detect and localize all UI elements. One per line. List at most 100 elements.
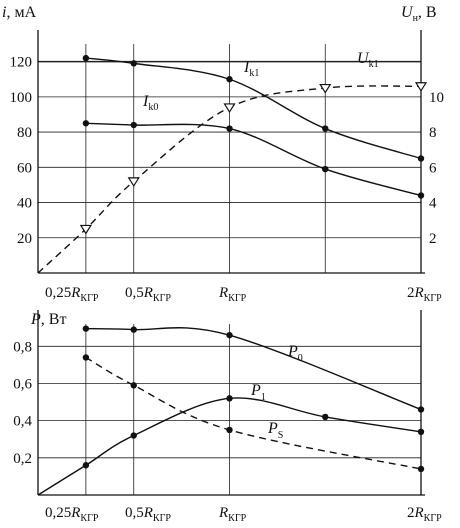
series-label-ik1-symbol: I — [243, 59, 250, 76]
top-x-tick-05-r: R — [143, 285, 153, 301]
bottom-series-line-p0 — [85, 327, 422, 411]
series-label-p1: P1 — [250, 382, 266, 403]
series-label-ps-sub: S — [278, 430, 284, 441]
top-y-axis-symbol: i — [2, 4, 6, 21]
top-x-tick-05: 0,5RКГР — [125, 285, 171, 304]
series-label-p0-symbol: P — [287, 343, 298, 360]
top-y2-tick-label-3: 8 — [429, 125, 437, 141]
bottom-marker-p0-0 — [82, 325, 90, 332]
top-marker-uk1-4 — [319, 83, 332, 94]
bottom-y-tick-label-1: 0,4 — [13, 414, 32, 430]
series-layer — [37, 54, 428, 496]
bottom-x-tick-025-sub: КГР — [80, 513, 98, 523]
top-y2-tick-label-4: 10 — [429, 90, 444, 106]
top-x-tick-1-r: R — [218, 285, 228, 301]
bottom-marker-p1-4 — [322, 413, 329, 421]
top-marker-uk1-2 — [127, 177, 140, 188]
bottom-x-tick-025-coef: 0,25 — [45, 505, 71, 521]
bottom-x-tick-05-coef: 0,5 — [125, 505, 144, 521]
bottom-x-tick-05: 0,5RКГР — [125, 505, 171, 523]
top-y-tick-label-1: 40 — [17, 196, 32, 212]
top-y-axis-unit: , мА — [6, 4, 36, 21]
top-x-tick-1-sub: КГР — [228, 293, 246, 304]
bottom-y-tick-label-2: 0,6 — [13, 376, 32, 392]
top-y-tick-label-3: 80 — [17, 125, 32, 141]
top-x-tick-2-r: R — [414, 285, 424, 301]
top-x-tick-025-r: R — [70, 285, 80, 301]
top-marker-uk1-5 — [414, 82, 428, 92]
bottom-marker-p1-5 — [417, 428, 425, 436]
series-label-uk1: Uk1 — [357, 50, 379, 70]
bottom-marker-p1-2 — [130, 432, 137, 439]
bottom-y-tick-label-0: 0,2 — [13, 451, 32, 467]
bottom-x-tick-1: RКГР — [218, 505, 247, 523]
bottom-x-tick-2-coef: 2 — [407, 505, 415, 521]
bottom-marker-p0-2 — [226, 331, 233, 339]
bottom-marker-p0-1 — [130, 326, 137, 333]
bottom-marker-ps-0 — [82, 354, 90, 361]
bottom-x-tick-1-r: R — [218, 505, 228, 521]
series-label-ik1-sub: k1 — [249, 68, 259, 79]
top-y-tick-label-0: 20 — [17, 231, 32, 247]
bottom-y-axis-label: P, Вт — [30, 311, 66, 328]
top-marker-ik1-2 — [226, 76, 233, 83]
top-x-tick-025-sub: КГР — [80, 293, 98, 304]
series-label-p0-sub: 0 — [298, 353, 303, 364]
top-x-tick-2-sub: КГР — [424, 293, 442, 304]
series-label-uk1-symbol: U — [357, 50, 370, 67]
top-marker-uk1-1 — [79, 224, 92, 235]
top-x-tick-05-sub: КГР — [153, 293, 171, 304]
bottom-x-tick-025: 0,25RКГР — [45, 505, 99, 523]
top-series-line-ik1 — [85, 57, 422, 160]
top-y2-axis-symbol: U — [401, 4, 414, 21]
top-marker-ik0-0 — [82, 120, 90, 127]
bottom-y-tick-label-3: 0,8 — [13, 339, 32, 355]
top-x-tick-025: 0,25RКГР — [45, 285, 99, 304]
series-label-p1-symbol: P — [250, 382, 261, 399]
bottom-marker-p0-3 — [417, 406, 425, 413]
top-marker-ik0-3 — [322, 165, 329, 173]
bottom-x-tick-025-r: R — [70, 505, 80, 521]
top-marker-ik0-1 — [130, 121, 137, 129]
top-y2-axis-label: Uн, В — [401, 4, 437, 24]
series-label-ps-symbol: P — [267, 420, 278, 437]
top-x-tick-025-coef: 0,25 — [45, 285, 71, 301]
top-x-tick-2: 2RКГР — [407, 285, 442, 304]
bottom-y-axis-symbol: P — [30, 311, 41, 328]
top-y2-tick-label-0: 2 — [429, 231, 437, 247]
top-y2-tick-label-1: 4 — [429, 196, 437, 212]
top-y2-tick-label-2: 6 — [429, 160, 437, 176]
top-x-tick-2-coef: 2 — [407, 285, 415, 301]
bottom-marker-p1-1 — [82, 462, 90, 469]
top-y-tick-label-4: 100 — [10, 90, 33, 106]
series-label-ik1: Ik1 — [243, 59, 259, 79]
series-label-ps: PS — [267, 420, 283, 441]
series-label-ik0: Ik0 — [142, 93, 158, 113]
axes-layer — [37, 30, 425, 496]
top-marker-ik1-1 — [130, 60, 137, 67]
top-marker-ik1-0 — [82, 54, 90, 62]
top-y-tick-label-2: 60 — [17, 160, 32, 176]
top-marker-ik0-2 — [226, 125, 233, 132]
bottom-marker-ps-3 — [417, 465, 425, 473]
series-label-p1-sub: 1 — [261, 392, 266, 403]
top-y2-axis-sub: н — [413, 13, 419, 24]
top-marker-ik1-3 — [322, 125, 329, 132]
top-y-tick-label-5: 120 — [10, 55, 33, 71]
top-marker-ik1-4 — [417, 155, 425, 162]
top-y-axis-label: i, мА — [2, 4, 37, 21]
bottom-x-tick-05-r: R — [143, 505, 153, 521]
series-label-ik0-sub: k0 — [148, 102, 158, 113]
top-x-tick-1: RКГР — [218, 285, 247, 304]
bottom-x-tick-2-r: R — [414, 505, 424, 521]
series-label-uk1-sub: k1 — [369, 59, 379, 70]
bottom-x-tick-2-sub: КГР — [424, 513, 442, 523]
bottom-marker-ps-1 — [130, 382, 137, 389]
bottom-x-tick-1-sub: КГР — [228, 513, 246, 523]
series-label-ik0-symbol: I — [142, 93, 149, 110]
series-label-p0: P0 — [287, 343, 303, 364]
top-x-tick-05-coef: 0,5 — [125, 285, 144, 301]
top-marker-uk1-3 — [223, 103, 236, 114]
